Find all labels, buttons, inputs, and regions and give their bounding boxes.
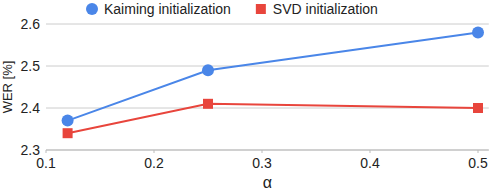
data-point xyxy=(473,103,483,113)
x-tick-label: 0.3 xyxy=(252,155,272,171)
x-tick xyxy=(478,150,479,153)
x-axis-title: α xyxy=(263,174,272,191)
y-grid-line xyxy=(46,24,489,25)
y-grid-line xyxy=(46,150,489,151)
legend-marker xyxy=(86,3,98,15)
x-tick xyxy=(262,150,263,153)
data-point xyxy=(62,115,74,127)
legend-label: Kaiming initialization xyxy=(104,1,231,17)
y-axis-title: WER [%] xyxy=(0,61,15,114)
chart-svg: 2.32.42.52.60.10.20.30.40.5αWER [%]Kaimi… xyxy=(0,0,494,192)
x-tick xyxy=(46,150,47,153)
legend: Kaiming initialization SVD initialization xyxy=(86,1,378,17)
data-point xyxy=(63,128,73,138)
x-axis-line xyxy=(46,150,489,151)
series-line xyxy=(68,104,478,133)
chart-container: 2.32.42.52.60.10.20.30.40.5αWER [%]Kaimi… xyxy=(0,0,494,192)
y-tick-label: 2.6 xyxy=(21,16,41,32)
y-tick-label: 2.5 xyxy=(21,58,41,74)
y-grid-line xyxy=(46,66,489,67)
legend-label: SVD initialization xyxy=(273,1,378,17)
x-tick-label: 0.4 xyxy=(360,155,380,171)
x-tick-label: 0.1 xyxy=(36,155,56,171)
data-point xyxy=(202,64,214,76)
x-tick-label: 0.5 xyxy=(468,155,488,171)
series-group xyxy=(62,26,484,138)
legend-marker xyxy=(256,4,266,14)
x-tick xyxy=(370,150,371,153)
data-point xyxy=(472,26,484,38)
y-tick-label: 2.4 xyxy=(21,100,41,116)
data-point xyxy=(203,99,213,109)
x-tick-label: 0.2 xyxy=(144,155,164,171)
x-tick xyxy=(154,150,155,153)
